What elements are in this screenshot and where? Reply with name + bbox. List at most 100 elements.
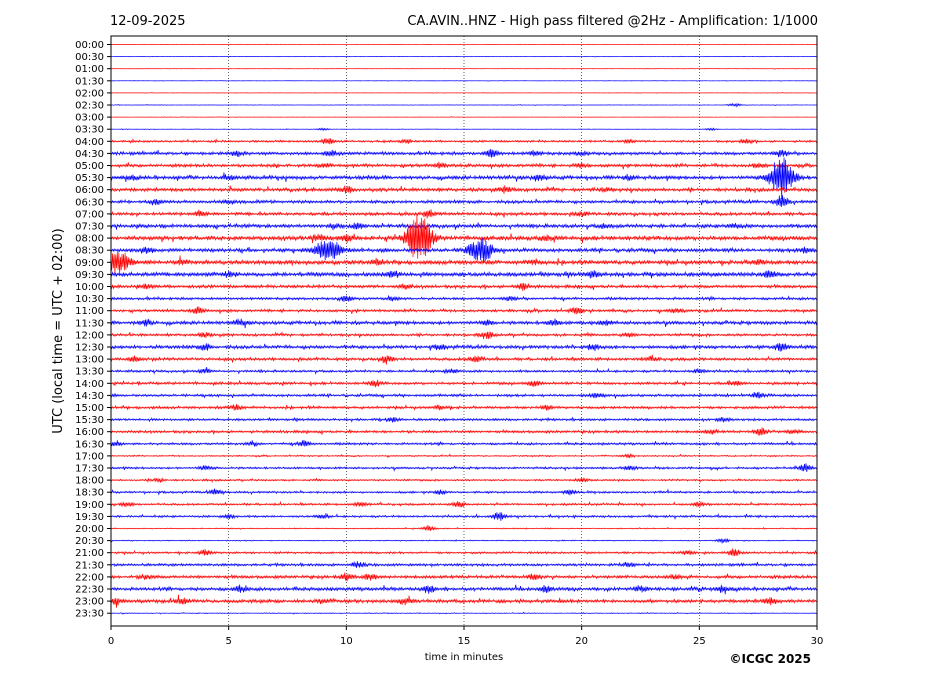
trace-1330 <box>110 367 818 375</box>
trace-2100 <box>110 548 818 557</box>
y-tick-label: 23:30 <box>75 609 104 620</box>
trace-0900 <box>110 252 818 275</box>
trace-0700 <box>110 209 818 219</box>
trace-1530 <box>110 416 818 423</box>
y-tick-label: 20:30 <box>75 536 104 547</box>
y-tick-label: 23:00 <box>75 597 104 608</box>
y-tick-label: 12:30 <box>75 343 104 354</box>
trace-0100 <box>110 67 818 70</box>
y-tick-label: 19:00 <box>75 500 104 511</box>
y-tick-label: 03:30 <box>75 125 104 136</box>
x-tick-label: 15 <box>458 636 471 647</box>
y-tick-label: 22:30 <box>75 585 104 596</box>
y-tick-label: 00:00 <box>75 40 104 51</box>
y-axis-label: UTC (local time = UTC + 02:00) <box>51 228 66 433</box>
y-tick-label: 00:30 <box>75 52 104 63</box>
y-tick-label: 06:00 <box>75 185 104 196</box>
trace-1500 <box>110 404 818 411</box>
trace-0600 <box>110 185 818 194</box>
y-tick-label: 20:00 <box>75 524 104 535</box>
y-tick-label: 11:00 <box>75 306 104 317</box>
x-tick-label: 5 <box>225 636 231 647</box>
x-tick-label: 0 <box>108 636 114 647</box>
y-tick-label: 11:30 <box>75 318 104 329</box>
trace-0400 <box>110 138 818 145</box>
y-tick-label: 16:00 <box>75 427 104 438</box>
y-tick-label: 01:30 <box>75 76 104 87</box>
trace-1830 <box>110 488 818 496</box>
y-tick-label: 02:30 <box>75 101 104 112</box>
trace-0300 <box>110 116 818 118</box>
trace-1130 <box>110 318 818 329</box>
y-tick-label: 17:00 <box>75 451 104 462</box>
chart-title: CA.AVIN..HNZ - High pass filtered @2Hz -… <box>407 14 818 29</box>
trace-2000 <box>110 524 818 532</box>
x-axis-label: time in minutes <box>425 652 504 663</box>
trace-1400 <box>110 379 818 388</box>
trace-0800 <box>110 214 818 259</box>
trace-1200 <box>110 331 818 340</box>
trace-0830 <box>110 237 818 263</box>
y-tick-label: 08:30 <box>75 246 104 257</box>
y-tick-label: 05:30 <box>75 173 104 184</box>
trace-1000 <box>110 282 818 291</box>
y-tick-label: 06:30 <box>75 197 104 208</box>
trace-1030 <box>110 295 818 302</box>
y-tick-label: 09:00 <box>75 258 104 269</box>
trace-0430 <box>110 148 818 158</box>
y-tick-label: 04:00 <box>75 137 104 148</box>
trace-2330 <box>110 611 818 615</box>
y-tick-label: 10:00 <box>75 282 104 293</box>
vertical-grid <box>228 36 700 626</box>
trace-1700 <box>110 453 818 459</box>
trace-1930 <box>110 512 818 521</box>
y-tick-label: 10:30 <box>75 294 104 305</box>
trace-0730 <box>110 222 818 231</box>
trace-1300 <box>110 354 818 365</box>
trace-1730 <box>110 463 818 472</box>
y-tick-label: 02:00 <box>75 88 104 99</box>
x-tick-label: 25 <box>693 636 706 647</box>
y-tick-label: 15:30 <box>75 415 104 426</box>
trace-1100 <box>110 306 818 315</box>
copyright-label: ©ICGC 2025 <box>729 652 811 666</box>
trace-2130 <box>110 561 818 569</box>
x-tick-label: 10 <box>340 636 353 647</box>
y-tick-label: 19:30 <box>75 512 104 523</box>
trace-1430 <box>110 391 818 399</box>
trace-0230 <box>110 102 818 108</box>
trace-2200 <box>110 572 818 582</box>
y-tick-label: 16:30 <box>75 439 104 450</box>
y-tick-label: 07:00 <box>75 209 104 220</box>
y-tick-label: 22:00 <box>75 572 104 583</box>
trace-1230 <box>110 343 818 352</box>
y-tick-label: 04:30 <box>75 149 104 160</box>
y-tick-label: 18:00 <box>75 476 104 487</box>
trace-group <box>110 43 818 615</box>
trace-2230 <box>110 584 818 595</box>
y-tick-label: 14:00 <box>75 379 104 390</box>
trace-1600 <box>110 427 818 436</box>
trace-0500 <box>110 161 818 170</box>
y-tick-label: 13:30 <box>75 367 104 378</box>
trace-0030 <box>110 55 818 58</box>
x-tick-label: 30 <box>811 636 824 647</box>
y-tick-label: 21:30 <box>75 560 104 571</box>
x-tick-label: 20 <box>575 636 588 647</box>
trace-2300 <box>110 594 818 608</box>
y-tick-label: 15:00 <box>75 403 104 414</box>
y-tick-label: 01:00 <box>75 64 104 75</box>
x-ticks: 0 5 10 15 20 25 30 <box>108 626 824 647</box>
trace-0130 <box>110 80 818 82</box>
trace-0530 <box>110 157 818 200</box>
y-tick-label: 12:00 <box>75 330 104 341</box>
y-tick-label: 07:30 <box>75 222 104 233</box>
trace-1900 <box>110 500 818 508</box>
trace-1800 <box>110 477 818 484</box>
trace-0330 <box>110 127 818 132</box>
trace-0200 <box>110 92 818 94</box>
trace-1630 <box>110 439 818 447</box>
y-tick-label: 18:30 <box>75 488 104 499</box>
